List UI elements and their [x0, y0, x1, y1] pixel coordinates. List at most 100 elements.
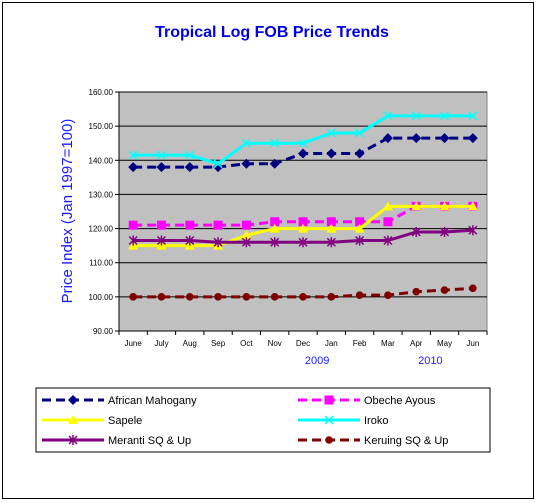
data-point [440, 226, 450, 237]
legend-label: Keruing SQ & Up [364, 435, 448, 447]
legend-label: African Mahogany [108, 395, 197, 407]
chart-title: Tropical Log FOB Price Trends [155, 24, 389, 41]
data-point [354, 223, 365, 233]
x-tick-label: Jan [325, 339, 338, 348]
data-point [270, 138, 280, 148]
x-tick-label: July [154, 339, 168, 348]
x-tick-label: June [124, 339, 142, 348]
data-point [440, 286, 449, 294]
x-tick-label: Feb [353, 339, 367, 348]
year-label: 2010 [418, 355, 442, 367]
legend-entry: Meranti SQ & Up [42, 435, 191, 447]
y-tick-label: 90.00 [93, 327, 114, 336]
data-point [298, 138, 308, 148]
line-chart: Tropical Log FOB Price Trends Price Inde… [35, 24, 491, 453]
data-point [326, 128, 336, 138]
legend-entry: Keruing SQ & Up [298, 435, 448, 447]
data-point [156, 150, 166, 160]
data-point [355, 217, 365, 227]
data-point [128, 150, 138, 160]
y-tick-label: 120.00 [89, 225, 114, 234]
y-tick-label: 150.00 [89, 122, 114, 131]
data-point [241, 220, 251, 230]
data-point [467, 201, 478, 211]
x-tick-label: Jun [466, 339, 479, 348]
data-point [128, 235, 138, 246]
data-point [241, 158, 252, 169]
data-point [469, 284, 477, 293]
data-point [299, 293, 307, 301]
data-point [411, 201, 422, 211]
legend-entry: Sapele [42, 415, 142, 427]
legend-marker [68, 435, 78, 445]
data-point [184, 162, 195, 173]
y-tick-label: 110.00 [89, 259, 113, 268]
data-point [213, 220, 223, 230]
data-point [383, 111, 393, 121]
data-point [214, 293, 222, 301]
data-point [156, 235, 166, 246]
data-point [213, 237, 223, 248]
legend-marker [324, 415, 334, 425]
legend-entry: African Mahogany [42, 395, 197, 407]
legend-label: Sapele [108, 415, 142, 427]
x-tick-label: Aug [183, 339, 197, 348]
legend-label: Meranti SQ & Up [108, 435, 191, 447]
data-point [185, 235, 195, 246]
data-point [213, 162, 224, 173]
data-point [298, 217, 308, 227]
data-point [411, 226, 421, 237]
y-tick-label: 100.00 [89, 293, 114, 302]
y-tick-label: 140.00 [89, 156, 114, 165]
x-tick-label: Sep [211, 339, 226, 348]
data-point [241, 230, 252, 240]
data-point [156, 162, 167, 173]
data-point [128, 220, 138, 230]
data-point [355, 291, 364, 299]
data-point [384, 291, 392, 299]
data-point [298, 237, 308, 248]
data-point [355, 128, 365, 138]
data-point [439, 133, 450, 144]
data-point [468, 111, 478, 121]
data-point [242, 293, 251, 301]
data-point [411, 133, 422, 144]
data-point [185, 150, 195, 160]
data-point [269, 223, 280, 233]
data-point [185, 220, 195, 230]
legend-label: Obeche Ayous [364, 395, 436, 407]
data-point [213, 159, 223, 169]
x-tick-label: Apr [410, 339, 423, 348]
data-point [355, 235, 365, 246]
data-point [411, 111, 421, 121]
y-tick-label: 160.00 [89, 88, 114, 97]
legend-label: Iroko [364, 415, 388, 427]
x-tick-label: Oct [240, 339, 253, 348]
data-point [157, 293, 166, 301]
data-point [382, 133, 393, 144]
legend-marker [68, 415, 78, 424]
data-point [383, 217, 393, 227]
data-point [241, 237, 251, 248]
x-tick-label: Dec [296, 339, 310, 348]
data-point [298, 223, 308, 233]
data-point [298, 148, 308, 159]
x-tick-label: Nov [268, 339, 282, 348]
y-axis-label: Price Index (Jan 1997=100) [59, 119, 76, 304]
data-point [241, 138, 251, 148]
data-point [270, 217, 280, 227]
data-point [326, 237, 336, 248]
plot-area [118, 91, 488, 332]
legend-entry: Obeche Ayous [298, 395, 436, 407]
legend [35, 387, 491, 453]
chart-frame: Tropical Log FOB Price Trends Price Inde… [2, 2, 534, 499]
year-label: 2009 [305, 355, 329, 367]
data-point [326, 148, 337, 159]
legend-entry: Iroko [298, 415, 388, 427]
x-tick-label: May [437, 339, 452, 348]
data-point [326, 217, 336, 227]
data-point [269, 158, 280, 169]
y-tick-label: 130.00 [89, 190, 114, 199]
data-point [467, 133, 478, 144]
legend-marker [325, 436, 333, 444]
